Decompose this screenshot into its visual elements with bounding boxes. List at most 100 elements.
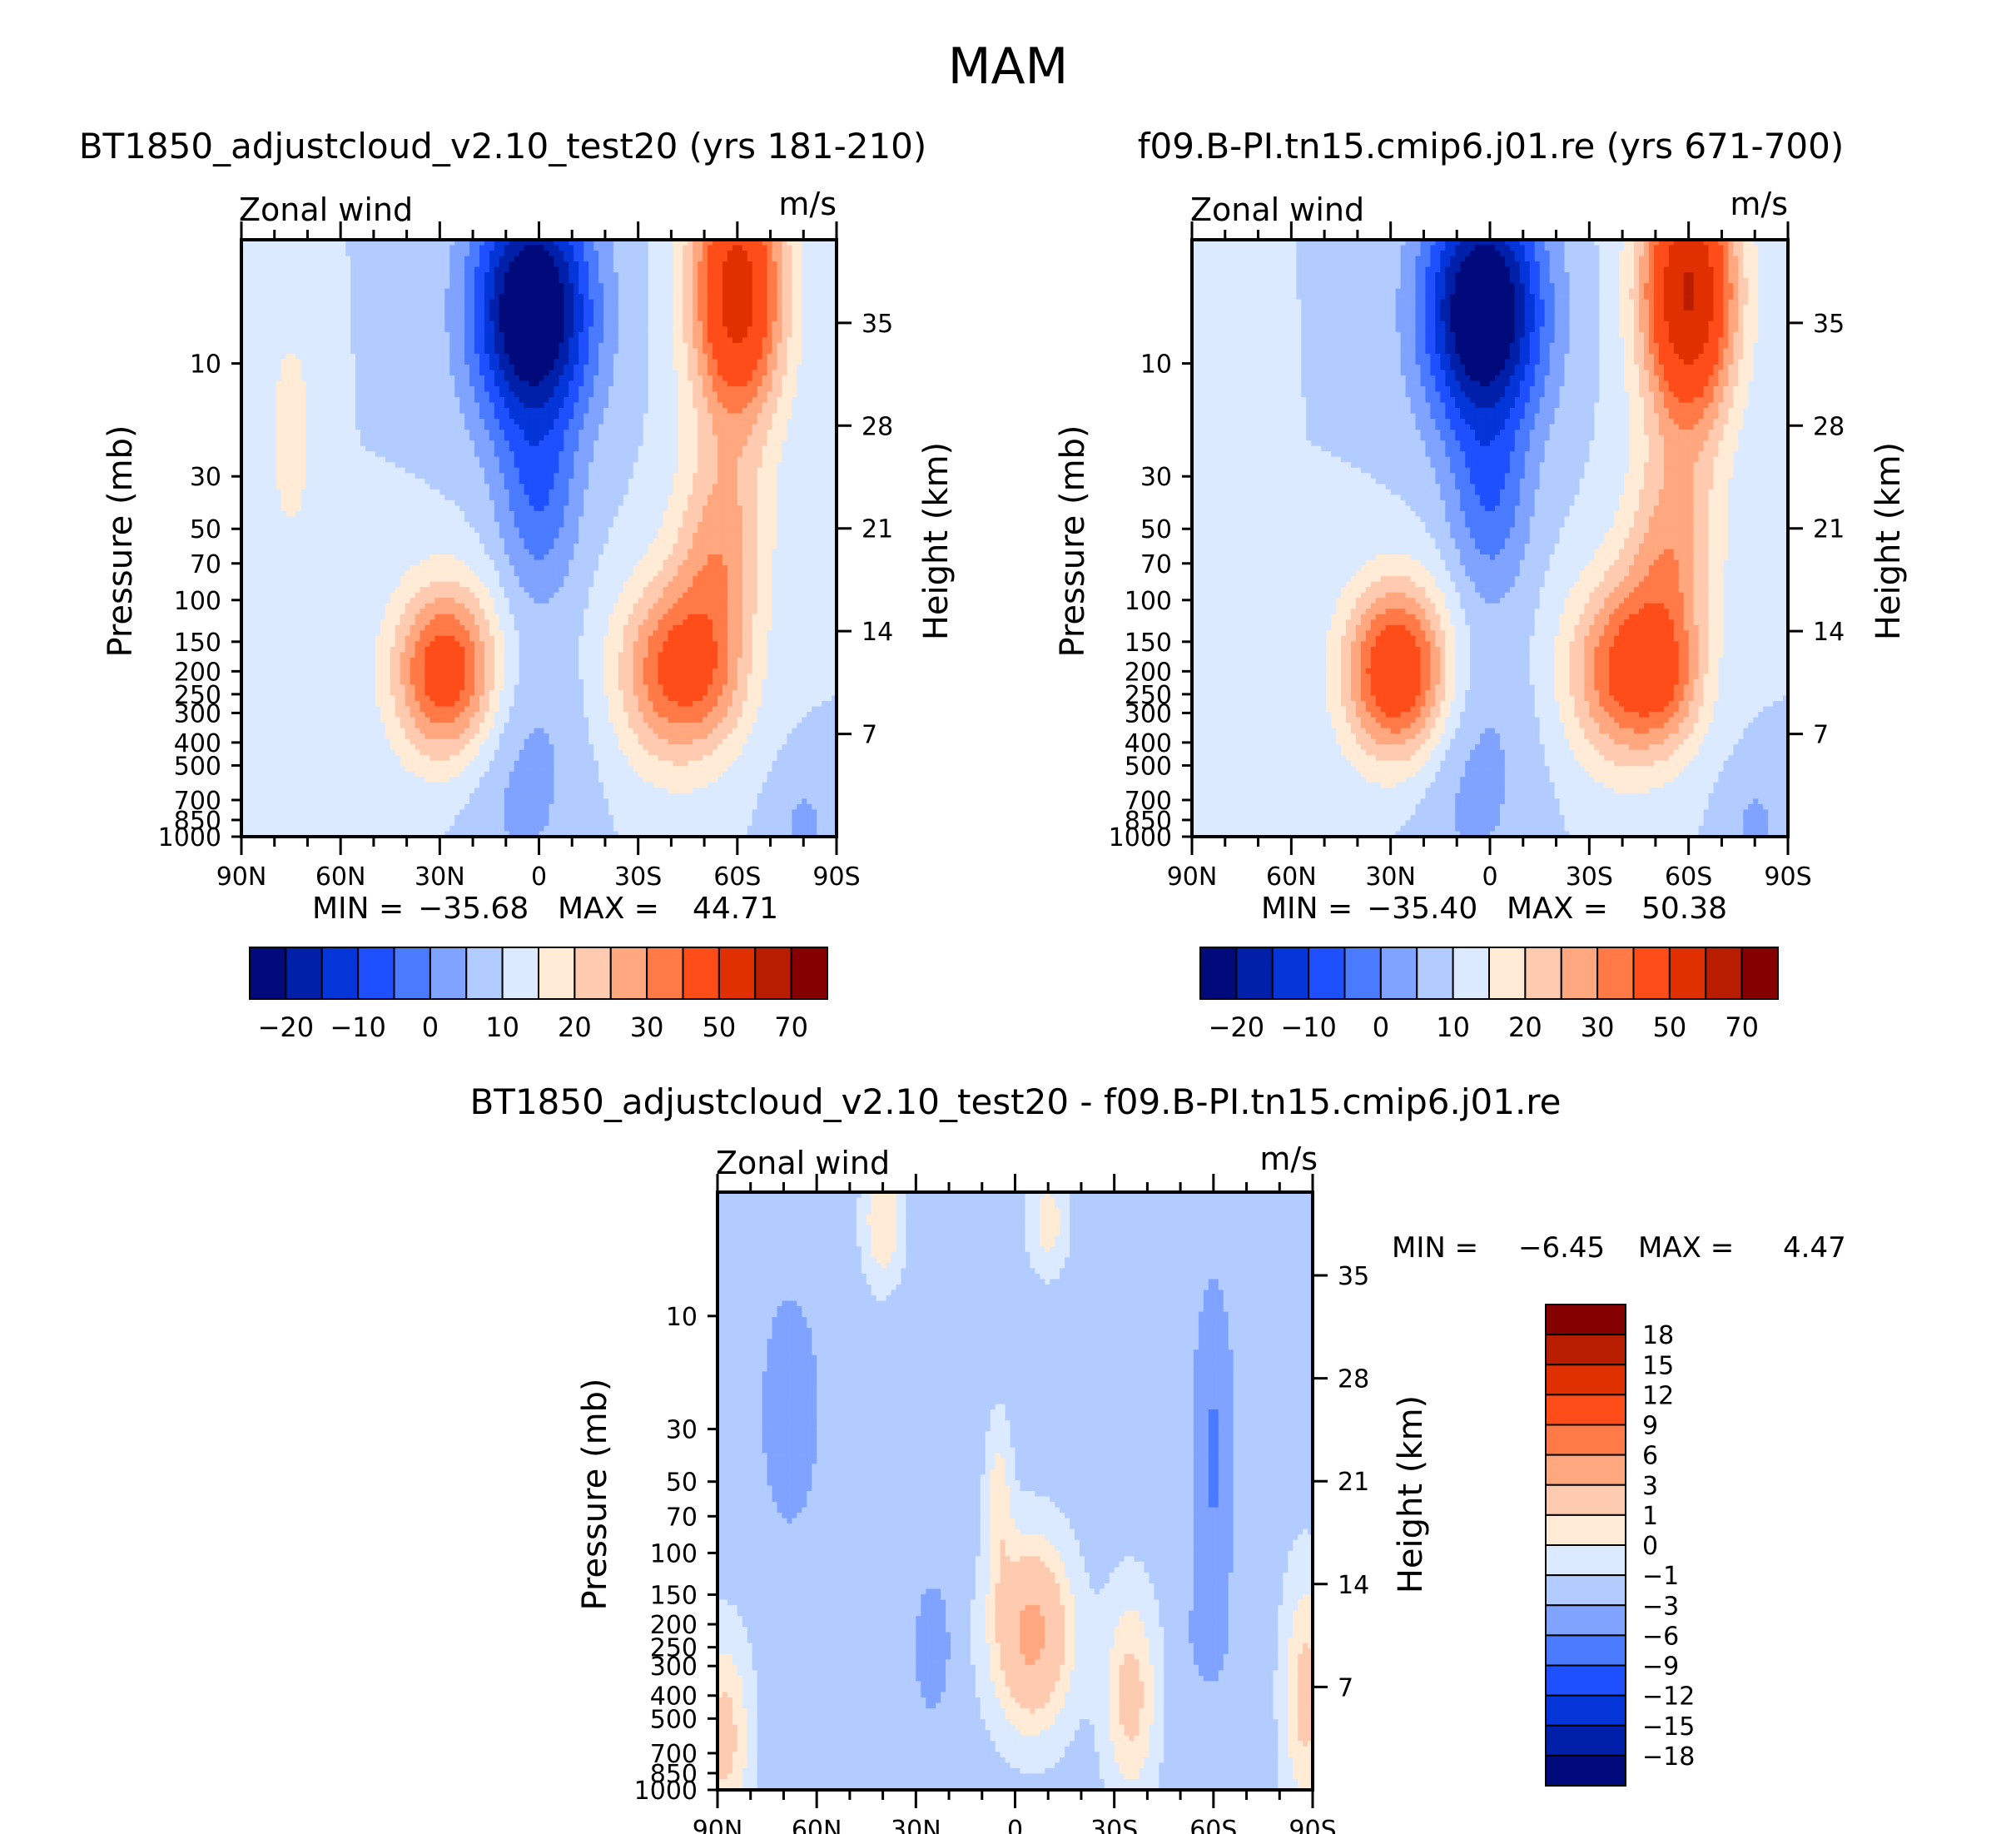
field-cell bbox=[499, 251, 505, 257]
field-cell bbox=[494, 391, 500, 398]
field-cell bbox=[554, 321, 559, 327]
field-cell bbox=[603, 413, 609, 420]
field-cell bbox=[330, 370, 336, 376]
field-cell bbox=[782, 375, 788, 382]
field-cell bbox=[539, 321, 545, 327]
field-cell bbox=[613, 305, 619, 311]
field-cell bbox=[380, 261, 386, 268]
field-cell bbox=[529, 353, 535, 360]
field-cell bbox=[474, 364, 480, 371]
field-cell bbox=[345, 326, 351, 333]
field-cell bbox=[673, 359, 678, 365]
field-cell bbox=[653, 342, 659, 349]
field-cell bbox=[569, 413, 574, 420]
field-cell bbox=[698, 408, 703, 415]
field-cell bbox=[777, 331, 783, 338]
field-cell bbox=[549, 342, 554, 349]
field-cell bbox=[703, 435, 708, 441]
field-cell bbox=[713, 451, 718, 458]
field-cell bbox=[464, 277, 470, 284]
field-cell bbox=[430, 288, 435, 295]
field-cell bbox=[395, 288, 401, 295]
field-cell bbox=[469, 337, 475, 344]
field-cell bbox=[415, 288, 421, 295]
field-cell bbox=[494, 364, 500, 371]
field-cell bbox=[588, 445, 594, 452]
field-cell bbox=[320, 256, 326, 262]
field-cell bbox=[474, 348, 480, 355]
field-cell bbox=[340, 299, 346, 306]
field-cell bbox=[514, 321, 520, 327]
field-cell bbox=[812, 342, 817, 349]
field-cell bbox=[469, 435, 475, 441]
field-cell bbox=[529, 385, 535, 393]
field-cell bbox=[762, 256, 768, 262]
field-cell bbox=[300, 424, 307, 430]
field-cell bbox=[529, 321, 535, 327]
field-cell bbox=[564, 353, 569, 360]
field-cell bbox=[330, 272, 336, 279]
field-cell bbox=[439, 272, 445, 279]
field-cell bbox=[395, 370, 401, 376]
field-cell bbox=[797, 331, 802, 338]
field-cell bbox=[420, 331, 426, 338]
field-cell bbox=[276, 380, 282, 387]
field-cell bbox=[390, 353, 396, 360]
field-cell bbox=[554, 316, 559, 322]
field-cell bbox=[380, 435, 386, 441]
field-cell bbox=[603, 305, 609, 311]
field-cell bbox=[499, 456, 505, 463]
field-cell bbox=[281, 424, 287, 430]
field-cell bbox=[623, 380, 629, 387]
field-cell bbox=[320, 321, 326, 327]
field-cell bbox=[474, 266, 480, 273]
field-cell bbox=[757, 294, 763, 301]
field-cell bbox=[757, 272, 763, 279]
field-cell bbox=[713, 359, 718, 365]
field-cell bbox=[643, 370, 649, 376]
field-cell bbox=[593, 424, 599, 430]
field-cell bbox=[529, 266, 535, 273]
field-cell bbox=[325, 430, 331, 436]
field-cell bbox=[425, 251, 431, 257]
field-cell bbox=[554, 408, 559, 415]
field-cell bbox=[574, 245, 579, 251]
field-cell bbox=[683, 310, 688, 316]
field-cell bbox=[310, 283, 316, 290]
field-cell bbox=[425, 294, 431, 301]
field-cell bbox=[817, 375, 822, 382]
field-cell bbox=[827, 256, 832, 262]
field-cell bbox=[593, 256, 599, 262]
field-cell bbox=[504, 375, 510, 382]
field-cell bbox=[489, 348, 495, 355]
field-cell bbox=[544, 348, 550, 355]
field-cell bbox=[365, 419, 371, 425]
field-cell bbox=[658, 456, 664, 463]
field-cell bbox=[370, 385, 376, 393]
field-cell bbox=[668, 402, 673, 409]
field-cell bbox=[345, 348, 351, 355]
field-cell bbox=[722, 445, 728, 452]
field-cell bbox=[827, 451, 832, 458]
field-cell bbox=[807, 331, 812, 338]
field-cell bbox=[246, 413, 252, 420]
field-cell bbox=[752, 413, 758, 420]
field-cell bbox=[797, 430, 802, 436]
field-cell bbox=[593, 261, 599, 268]
field-cell bbox=[439, 310, 445, 316]
field-cell bbox=[474, 375, 480, 382]
field-cell bbox=[732, 266, 738, 273]
field-cell bbox=[454, 294, 460, 301]
field-cell bbox=[663, 299, 669, 306]
field-cell bbox=[251, 261, 257, 268]
field-cell bbox=[251, 348, 257, 355]
field-cell bbox=[380, 353, 386, 360]
field-cell bbox=[807, 370, 812, 376]
field-cell bbox=[613, 402, 619, 409]
field-cell bbox=[643, 331, 649, 338]
field-cell bbox=[439, 408, 445, 415]
field-cell bbox=[608, 402, 614, 409]
field-cell bbox=[648, 445, 654, 452]
field-cell bbox=[251, 424, 257, 430]
field-cell bbox=[718, 288, 723, 295]
